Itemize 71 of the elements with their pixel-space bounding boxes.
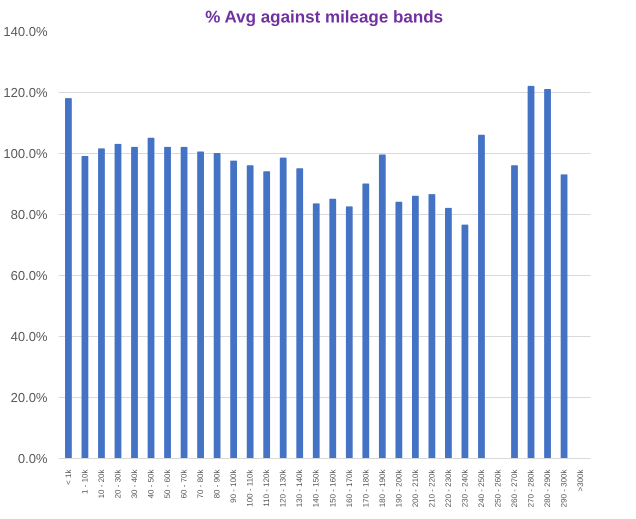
bar	[164, 146, 171, 458]
y-tick-label: 0.0%	[18, 451, 48, 466]
bar	[560, 174, 568, 458]
bar	[230, 160, 238, 458]
x-tick-label: 230 - 240k	[460, 468, 470, 508]
x-tick-label: >300k	[576, 468, 586, 492]
x-tick-label: 80 - 90k	[212, 468, 222, 498]
bar	[98, 148, 105, 458]
y-tick-label: 40.0%	[10, 329, 48, 344]
x-tick-label: 240 - 250k	[476, 468, 486, 508]
bar	[197, 151, 204, 458]
x-tick-label: 90 - 100k	[229, 468, 238, 503]
x-tick-label: 280 - 290k	[543, 468, 552, 508]
bar	[263, 171, 270, 458]
x-tick-label: 160 - 170k	[344, 468, 354, 508]
x-tick-label: < 1k	[64, 468, 73, 485]
bar	[462, 224, 468, 458]
chart-title: % Avg against mileage bands	[205, 8, 444, 26]
x-tick-label: 170 - 180k	[361, 468, 370, 508]
bar	[65, 98, 72, 458]
x-tick-label: 180 - 190k	[378, 468, 387, 508]
x-tick-label: 140 - 150k	[312, 468, 321, 508]
x-tick-label: 100 - 110k	[246, 468, 255, 507]
bar	[478, 134, 485, 458]
y-tick-label: 20.0%	[10, 390, 48, 405]
x-tick-label: 250 - 260k	[493, 468, 502, 508]
bar	[445, 208, 452, 458]
x-tick-label: 220 - 230k	[444, 468, 453, 508]
x-tick-label: 10 - 20k	[96, 468, 106, 498]
y-tick-label: 60.0%	[10, 268, 48, 283]
bar	[296, 168, 304, 458]
bar	[148, 138, 154, 458]
x-tick-label: 1 - 10k	[80, 468, 90, 494]
bar	[246, 165, 254, 458]
x-tick-label: 20 - 30k	[113, 468, 122, 498]
bar	[511, 165, 518, 458]
x-tick-label: 200 - 210k	[410, 468, 420, 508]
bar	[395, 202, 402, 458]
bar	[131, 146, 138, 458]
bar	[180, 146, 188, 458]
y-tick-label: 100.0%	[3, 146, 48, 161]
x-tick-label: 150 - 160k	[328, 468, 338, 508]
bar	[362, 184, 370, 458]
x-tick-label: 40 - 50k	[146, 468, 156, 498]
bar	[346, 206, 353, 458]
bar	[544, 88, 551, 458]
bar	[378, 154, 386, 458]
bar	[82, 156, 88, 458]
x-tick-label: 70 - 80k	[196, 468, 206, 498]
bar	[528, 86, 534, 458]
y-tick-label: 140.0%	[3, 24, 48, 39]
x-tick-label: 130 - 140k	[295, 468, 304, 508]
x-tick-label: 290 - 300k	[560, 468, 569, 508]
bar	[114, 144, 122, 458]
x-tick-label: 210 - 220k	[427, 468, 436, 508]
bar	[312, 203, 320, 458]
bar	[412, 196, 419, 458]
x-tick-label: 120 - 130k	[278, 468, 288, 508]
x-tick-label: 110 - 120k	[262, 468, 272, 507]
x-tick-label: 260 - 270k	[510, 468, 519, 508]
x-tick-label: 270 - 280k	[526, 468, 536, 508]
x-tick-label: 60 - 70k	[180, 468, 189, 498]
bar	[428, 194, 436, 458]
y-tick-label: 120.0%	[3, 85, 48, 100]
x-tick-label: 50 - 60k	[163, 468, 172, 498]
bar	[329, 198, 336, 458]
y-tick-label: 80.0%	[10, 207, 48, 222]
x-tick-label: 190 - 200k	[394, 468, 404, 508]
x-tick-label: 30 - 40k	[130, 468, 139, 498]
bar	[280, 158, 287, 458]
bar	[214, 153, 220, 458]
